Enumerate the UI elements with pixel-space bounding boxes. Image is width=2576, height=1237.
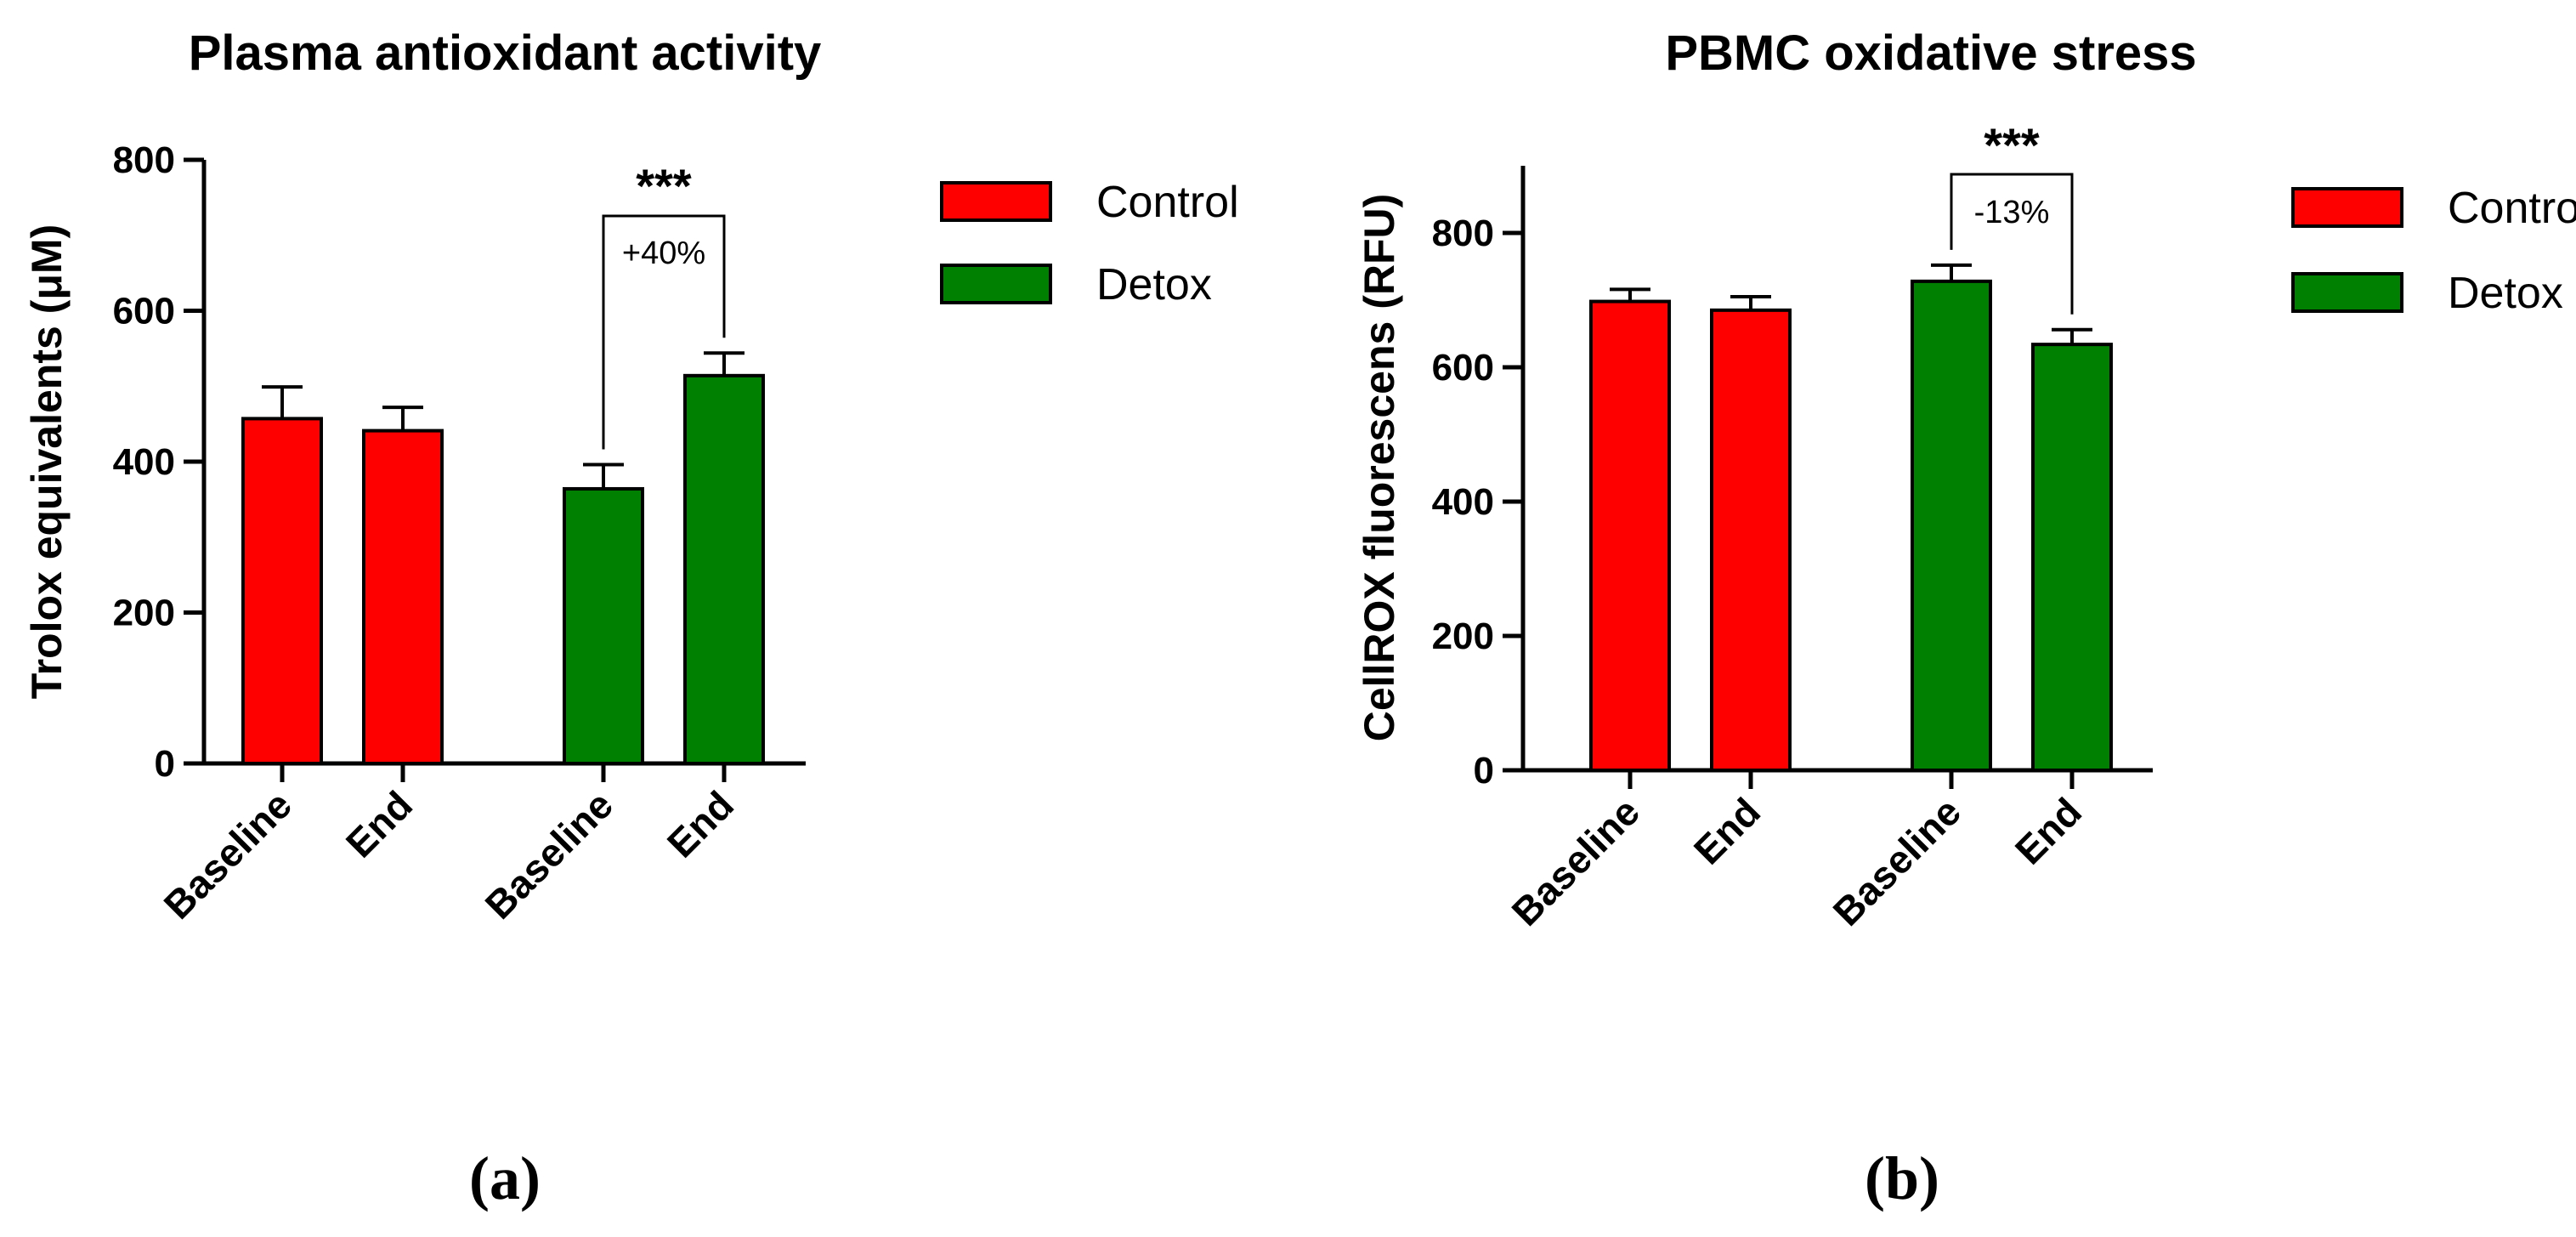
legend-swatch-detox: [2291, 272, 2403, 313]
significance-stars: ***: [636, 159, 692, 213]
x-tick-label: Baseline: [156, 782, 301, 928]
x-tick-label: End: [1685, 789, 1769, 872]
legend-swatch-control: [2291, 187, 2403, 228]
x-tick-label: End: [337, 782, 421, 865]
y-tick-label: 400: [1432, 481, 1494, 523]
chart-title: Plasma antioxidant activity: [189, 26, 822, 81]
panel-label: (b): [1865, 1144, 1939, 1212]
legend-label-detox: Detox: [1096, 260, 1212, 309]
significance-bracket: [1950, 173, 2074, 315]
y-tick-label: 200: [1432, 616, 1494, 657]
legend-label-control: Control: [1096, 178, 1239, 227]
y-tick-label: 600: [113, 291, 175, 332]
y-tick-label: 200: [113, 593, 175, 634]
bar-control-baseline: [1589, 299, 1671, 772]
bar-detox-baseline: [563, 486, 644, 765]
bar-control-end: [362, 428, 444, 765]
x-tick-label: Baseline: [1825, 789, 1970, 934]
legend-swatch-detox: [940, 264, 1052, 304]
y-axis-title: Trolox equivalents (μM): [23, 224, 71, 699]
chart-title: PBMC oxidative stress: [1665, 26, 2196, 81]
bar-control-end: [1710, 308, 1792, 773]
percent-change-label: +40%: [622, 235, 705, 271]
y-tick-label: 0: [1474, 750, 1494, 792]
y-axis-title: CellROX fluorescens (RFU): [1356, 194, 1403, 742]
legend-label-control: Control: [2448, 184, 2576, 233]
y-tick-label: 0: [155, 743, 175, 785]
x-tick-label: Baseline: [1503, 789, 1649, 934]
chart-panel-b: PBMC oxidative stress CellROX fluorescens…: [1356, 26, 2576, 1212]
bar-control-baseline: [241, 417, 323, 765]
y-tick-label: 600: [1432, 347, 1494, 389]
y-tick-label: 800: [1432, 213, 1494, 254]
legend-label-detox: Detox: [2448, 269, 2563, 318]
significance-bracket: [602, 214, 726, 450]
legend-swatch-control: [940, 181, 1052, 222]
chart-panel-a: Plasma antioxidant activity Trolox equiva…: [23, 26, 1239, 1212]
bar-detox-end: [2031, 343, 2113, 772]
panel-label: (a): [469, 1144, 541, 1212]
significance-stars: ***: [1984, 118, 2040, 172]
bar-detox-baseline: [1911, 279, 1992, 772]
x-tick-label: Baseline: [477, 782, 622, 928]
x-tick-label: End: [659, 782, 742, 865]
bar-detox-end: [683, 373, 765, 765]
y-tick-label: 800: [113, 139, 175, 181]
y-tick-label: 400: [113, 441, 175, 483]
x-tick-label: End: [2007, 789, 2090, 872]
percent-change-label: -13%: [1974, 195, 2050, 230]
